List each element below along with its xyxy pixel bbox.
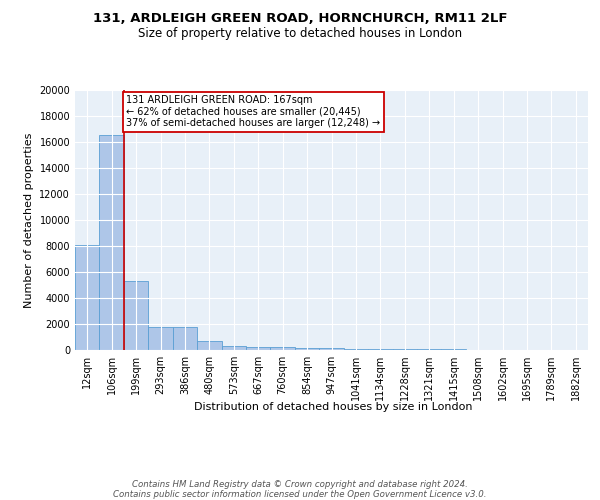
Text: Distribution of detached houses by size in London: Distribution of detached houses by size …: [194, 402, 472, 412]
Bar: [173, 327, 197, 350]
Bar: [295, 348, 319, 350]
Bar: [75, 244, 100, 350]
Text: 131, ARDLEIGH GREEN ROAD, HORNCHURCH, RM11 2LF: 131, ARDLEIGH GREEN ROAD, HORNCHURCH, RM…: [93, 12, 507, 26]
Text: 131 ARDLEIGH GREEN ROAD: 167sqm
← 62% of detached houses are smaller (20,445)
37: 131 ARDLEIGH GREEN ROAD: 167sqm ← 62% of…: [127, 95, 380, 128]
Bar: [124, 281, 148, 350]
Text: Contains HM Land Registry data © Crown copyright and database right 2024.
Contai: Contains HM Land Registry data © Crown c…: [113, 480, 487, 500]
Bar: [344, 348, 368, 350]
Bar: [271, 348, 295, 350]
Bar: [392, 349, 417, 350]
Bar: [368, 349, 392, 350]
Bar: [197, 341, 221, 350]
Bar: [246, 347, 271, 350]
Bar: [221, 346, 246, 350]
Text: Size of property relative to detached houses in London: Size of property relative to detached ho…: [138, 28, 462, 40]
Y-axis label: Number of detached properties: Number of detached properties: [24, 132, 34, 308]
Bar: [319, 348, 344, 350]
Bar: [100, 136, 124, 350]
Bar: [148, 327, 173, 350]
